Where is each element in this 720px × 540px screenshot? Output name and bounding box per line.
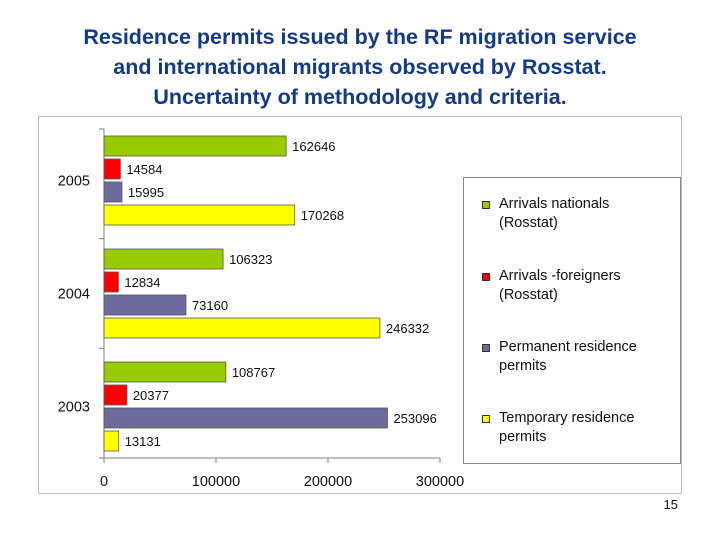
title-line-1: Residence permits issued by the RF migra… [83,25,637,49]
x-tick-label: 200000 [304,474,352,490]
bar-value-label: 108767 [232,365,275,380]
bar [103,135,287,157]
y-tick-label: 2004 [58,287,90,303]
x-tick-label: 0 [100,474,108,490]
bar [103,158,121,180]
bar-value-label: 246332 [386,321,429,336]
bar-value-label: 13131 [125,434,161,449]
y-tick-label: 2003 [58,400,90,416]
y-tick-label: 2005 [58,174,90,190]
bar [103,430,120,452]
bar [103,294,187,316]
bar-value-label: 14584 [126,162,162,177]
bar-value-label: 253096 [393,411,436,426]
bar [103,204,296,226]
bar-value-label: 12834 [124,275,160,290]
bar-value-label: 170268 [301,208,344,223]
bar [103,384,128,406]
bar [103,271,119,293]
bar-value-label: 73160 [192,298,228,313]
bar [103,248,224,270]
bar [103,317,381,339]
legend-label-temporary-residence: Temporary residence permits [499,410,635,445]
bar-value-label: 162646 [292,139,335,154]
title-line-2: and international migrants observed by R… [113,55,607,79]
legend-label-arrivals-nationals: Arrivals nationals (Rosstat) [499,196,610,231]
bar-value-label: 106323 [229,252,272,267]
legend-label-permanent-residence: Permanent residence permits [499,339,637,374]
bar-value-label: 15995 [128,185,164,200]
chart-legend: Arrivals nationals (Rosstat) Arrivals -f… [463,177,681,464]
legend-swatch-permanent-residence [482,344,490,352]
title-line-3: Uncertainty of methodology and criteria. [153,85,567,109]
legend-swatch-temporary-residence [482,415,490,423]
legend-label-arrivals-foreigners: Arrivals -foreigners (Rosstat) [499,268,621,303]
bar [103,361,227,383]
page-number: 15 [663,497,678,512]
legend-swatch-arrivals-foreigners [482,273,490,281]
x-tick-label: 100000 [192,474,240,490]
bar [103,181,123,203]
bar [103,407,388,429]
legend-swatch-arrivals-nationals [482,201,490,209]
x-tick-label: 300000 [416,474,464,490]
bar-value-label: 20377 [133,388,169,403]
slide-title: Residence permits issued by the RF migra… [0,22,720,112]
